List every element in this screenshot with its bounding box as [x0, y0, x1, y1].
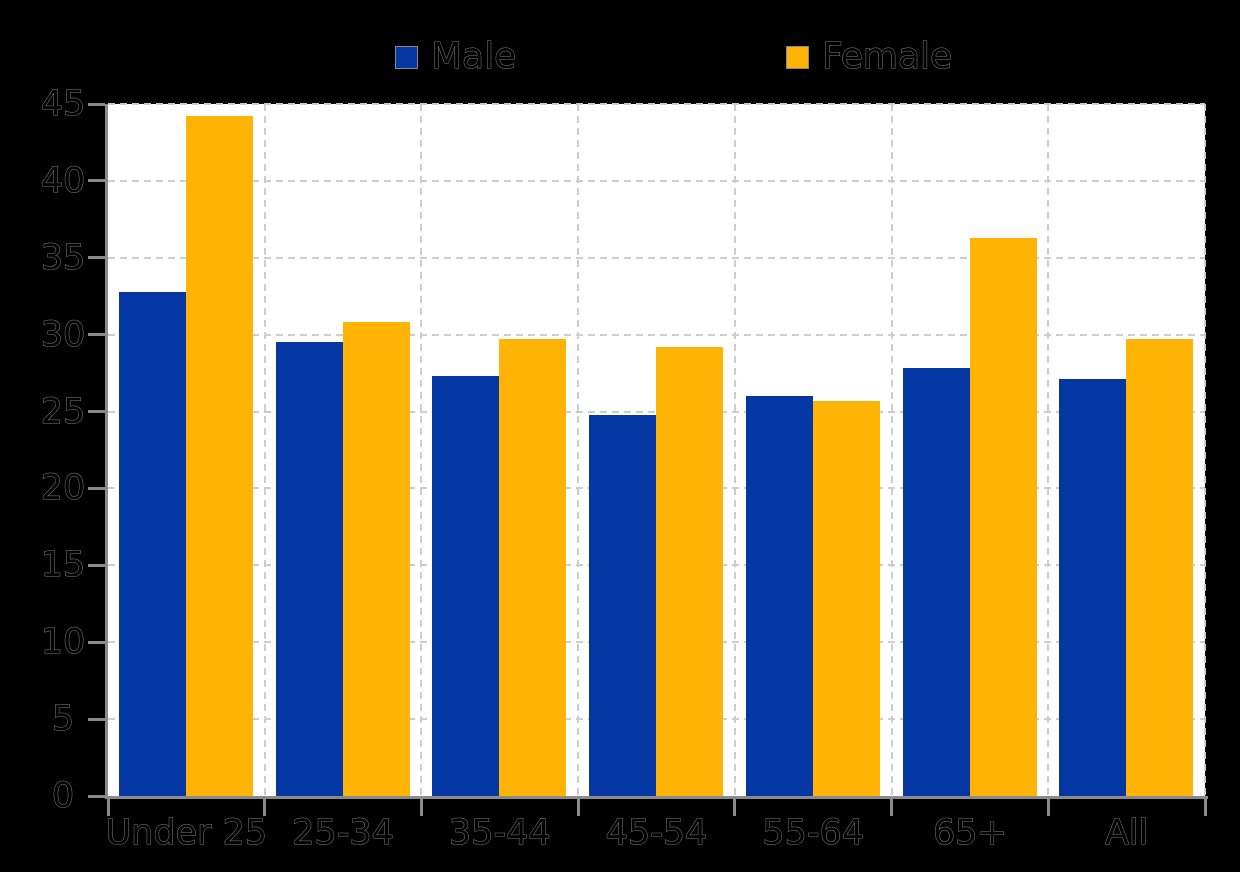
x-tick-6: [1046, 799, 1050, 816]
x-axis-label-35-44: 35-44: [448, 813, 551, 854]
x-tick-3: [576, 799, 580, 816]
y-tick-label-5: 5: [51, 699, 75, 740]
bar-male-55-64: [746, 396, 813, 796]
x-grid-line-5: [891, 104, 893, 796]
y-tick-45: [88, 102, 105, 106]
bar-female-under-25: [186, 116, 253, 796]
x-tick-7: [1203, 799, 1207, 816]
y-tick-10: [88, 640, 105, 644]
x-grid-line-7: [1204, 104, 1206, 796]
x-grid-line-1: [264, 104, 266, 796]
x-axis-label-45-54: 45-54: [605, 813, 708, 854]
y-tick-35: [88, 256, 105, 260]
bar-male-45-54: [589, 414, 656, 796]
legend-female-label: Female: [821, 36, 953, 77]
bar-female-25-34: [343, 322, 410, 796]
bar-male-65: [903, 368, 970, 796]
bar-female-all: [1126, 339, 1193, 796]
y-tick-20: [88, 486, 105, 490]
y-tick-label-40: 40: [40, 160, 86, 201]
y-tick-5: [88, 717, 105, 721]
y-grid-line-40: [108, 179, 1205, 182]
bar-female-55-64: [813, 400, 880, 796]
y-tick-25: [88, 410, 105, 414]
x-axis-label-all: All: [1104, 813, 1149, 854]
x-grid-line-4: [734, 104, 736, 796]
y-tick-label-15: 15: [40, 545, 86, 586]
x-tick-2: [419, 799, 423, 816]
bar-female-45-54: [656, 346, 723, 796]
x-axis-label-under-25: Under 25: [105, 813, 268, 854]
legend-item-female: Female: [786, 38, 953, 75]
x-grid-line-2: [420, 104, 422, 796]
y-tick-label-30: 30: [40, 314, 86, 355]
x-tick-4: [733, 799, 737, 816]
y-axis-line: [105, 104, 108, 799]
y-tick-label-35: 35: [40, 237, 86, 278]
y-tick-label-25: 25: [40, 391, 86, 432]
x-grid-line-3: [577, 104, 579, 796]
x-axis-label-55-64: 55-64: [762, 813, 865, 854]
y-grid-line-30: [108, 333, 1205, 336]
x-tick-5: [890, 799, 894, 816]
x-axis-label-65: 65+: [932, 813, 1007, 854]
x-tick-0: [106, 799, 110, 816]
bar-male-35-44: [432, 376, 499, 796]
y-tick-30: [88, 333, 105, 337]
legend-male-swatch-icon: [395, 45, 418, 69]
y-tick-label-20: 20: [40, 468, 86, 509]
legend-male-label: Male: [430, 36, 517, 77]
bar-male-25-34: [276, 342, 343, 796]
bar-male-under-25: [119, 291, 186, 796]
bar-female-65: [970, 237, 1037, 796]
x-axis-line: [105, 796, 1208, 799]
y-grid-line-35: [108, 256, 1205, 259]
y-grid-line-45: [108, 103, 1205, 105]
y-tick-40: [88, 179, 105, 183]
plot-area: [108, 103, 1206, 796]
y-tick-0: [88, 794, 105, 798]
bar-female-35-44: [499, 339, 566, 796]
x-axis-label-25-34: 25-34: [292, 813, 395, 854]
y-tick-15: [88, 563, 105, 567]
x-tick-1: [263, 799, 267, 816]
y-tick-label-45: 45: [40, 84, 86, 125]
y-tick-label-0: 0: [51, 776, 75, 817]
legend-item-male: Male: [395, 38, 517, 75]
y-tick-label-10: 10: [40, 622, 86, 663]
x-grid-line-6: [1047, 104, 1049, 796]
legend-female-swatch-icon: [786, 45, 809, 69]
bar-male-all: [1059, 379, 1126, 796]
